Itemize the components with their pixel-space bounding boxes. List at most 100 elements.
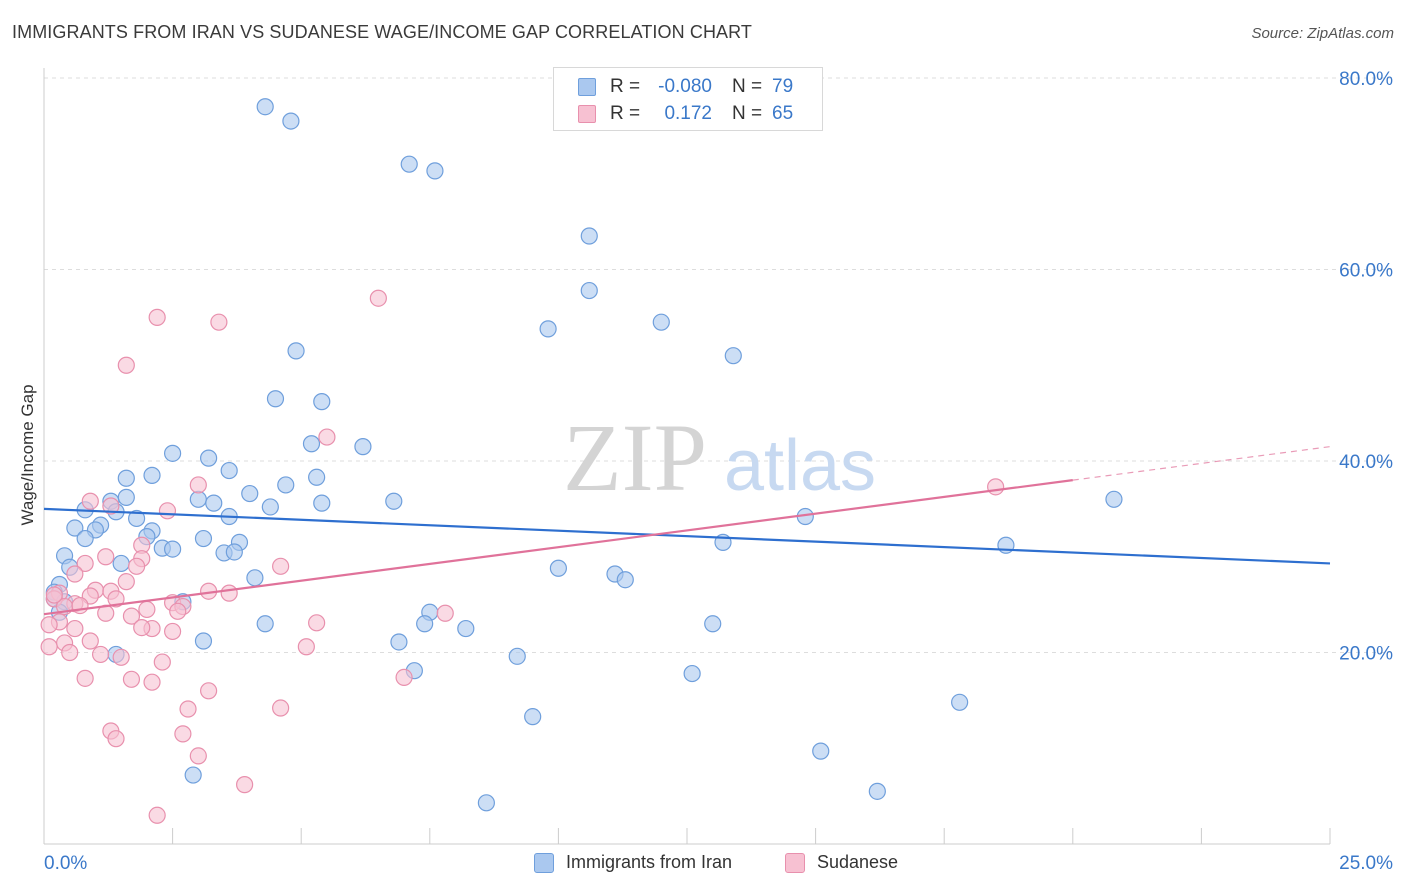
iran-trend-line bbox=[43, 507, 1331, 565]
sudanese-point bbox=[45, 586, 63, 604]
iran-point bbox=[246, 569, 264, 587]
sudanese-point bbox=[158, 502, 177, 520]
iran-point bbox=[457, 619, 475, 638]
iran-point bbox=[308, 468, 326, 486]
y-axis-label: Wage/Income Gap bbox=[18, 384, 37, 526]
iran-point bbox=[313, 494, 331, 512]
sudanese-point bbox=[236, 776, 254, 794]
iran-point bbox=[241, 484, 259, 503]
iran-point bbox=[184, 766, 202, 784]
y-tick-label: 40.0% bbox=[1339, 452, 1393, 473]
iran-point bbox=[256, 98, 274, 116]
sudanese-point bbox=[40, 638, 58, 656]
sudanese-point bbox=[164, 622, 182, 641]
legend-label-sudanese: Sudanese bbox=[817, 852, 899, 872]
iran-point bbox=[256, 615, 274, 633]
gridlines bbox=[44, 77, 1392, 653]
sudanese-point bbox=[107, 730, 125, 748]
sudanese-point bbox=[81, 492, 99, 510]
iran-point bbox=[164, 444, 182, 462]
iran-point bbox=[266, 390, 285, 408]
iran-point bbox=[385, 492, 403, 510]
sudanese-point bbox=[133, 619, 151, 637]
legend-row-iran: R = -0.080 N = 79 bbox=[578, 74, 793, 100]
iran-point bbox=[194, 632, 213, 650]
series-legend: Immigrants from Iran Sudanese bbox=[0, 852, 1406, 878]
iran-point bbox=[616, 571, 634, 589]
iran-point bbox=[951, 693, 969, 711]
sudanese-point bbox=[308, 614, 326, 632]
iran-point bbox=[683, 664, 701, 683]
iran-point bbox=[76, 529, 94, 548]
iran-point bbox=[117, 488, 135, 506]
iran-point bbox=[143, 466, 161, 484]
legend-swatch-iran bbox=[534, 852, 554, 873]
sudanese-point bbox=[122, 607, 141, 625]
iran-point bbox=[652, 313, 670, 331]
iran-point bbox=[1105, 490, 1123, 508]
iran-point bbox=[416, 615, 434, 633]
iran-point bbox=[313, 393, 331, 411]
sudanese-point bbox=[297, 638, 315, 656]
sudanese-point bbox=[395, 668, 413, 686]
legend-swatch-sudanese bbox=[785, 852, 805, 873]
iran-point bbox=[426, 162, 444, 180]
iran-point bbox=[164, 540, 182, 558]
sudanese-point bbox=[174, 725, 192, 743]
sudanese-point bbox=[153, 653, 171, 671]
iran-point bbox=[189, 490, 207, 508]
n-value: 65 bbox=[772, 103, 794, 124]
legend-swatch-iran bbox=[578, 78, 596, 96]
iran-point bbox=[302, 435, 321, 453]
axes bbox=[43, 68, 1331, 845]
sudanese-point bbox=[76, 554, 94, 573]
iran-point bbox=[127, 509, 146, 528]
sudanese-point bbox=[66, 619, 84, 638]
iran-point bbox=[508, 647, 526, 665]
iran-point bbox=[277, 476, 295, 494]
r-label: R = bbox=[610, 76, 641, 97]
iran-point bbox=[220, 461, 238, 480]
sudanese-trend-line bbox=[43, 479, 1073, 616]
iran-point bbox=[261, 498, 279, 516]
legend-row-sudanese: R = 0.172 N = 65 bbox=[578, 101, 793, 127]
sudanese-point bbox=[169, 602, 187, 620]
tick-labels: 20.0% 40.0% 60.0% 80.0% 0.0% 25.0% bbox=[44, 69, 1393, 874]
iran-point bbox=[868, 782, 886, 800]
iran-point bbox=[354, 438, 372, 456]
sudanese-point bbox=[987, 478, 1005, 496]
sudanese-point bbox=[97, 548, 115, 566]
sudanese-point bbox=[189, 747, 207, 765]
sudanese-point bbox=[112, 648, 130, 666]
sudanese-point bbox=[107, 590, 125, 608]
y-tick-label: 80.0% bbox=[1339, 69, 1393, 90]
iran-point bbox=[549, 559, 568, 577]
n-label: N = bbox=[732, 76, 763, 97]
r-value: 0.172 bbox=[664, 103, 712, 124]
sudanese-point bbox=[210, 313, 228, 331]
sudanese-point bbox=[40, 616, 58, 634]
sudanese-point bbox=[179, 700, 197, 718]
n-label: N = bbox=[732, 103, 763, 124]
sudanese-point bbox=[122, 670, 141, 688]
sudanese-point bbox=[369, 289, 387, 307]
sudanese-point bbox=[91, 645, 110, 664]
watermark-zip: ZIP bbox=[563, 404, 707, 511]
legend-item-iran[interactable]: Immigrants from Iran bbox=[534, 852, 732, 873]
iran-point bbox=[539, 320, 557, 338]
sudanese-point bbox=[189, 476, 207, 494]
sudanese-point bbox=[81, 632, 99, 650]
legend-item-sudanese[interactable]: Sudanese bbox=[785, 852, 898, 873]
sudanese-point bbox=[117, 573, 135, 591]
sudanese-point bbox=[436, 604, 454, 622]
iran-point bbox=[282, 112, 300, 130]
sudanese-point bbox=[318, 428, 336, 446]
source-label: Source: ZipAtlas.com bbox=[1251, 25, 1394, 42]
watermark: ZIP atlas bbox=[563, 404, 876, 511]
sudanese-point bbox=[200, 682, 218, 700]
iran-point bbox=[225, 543, 243, 561]
watermark-atlas: atlas bbox=[724, 426, 876, 506]
iran-point bbox=[117, 469, 135, 487]
iran-point bbox=[524, 708, 542, 726]
sudanese-point bbox=[117, 356, 135, 374]
